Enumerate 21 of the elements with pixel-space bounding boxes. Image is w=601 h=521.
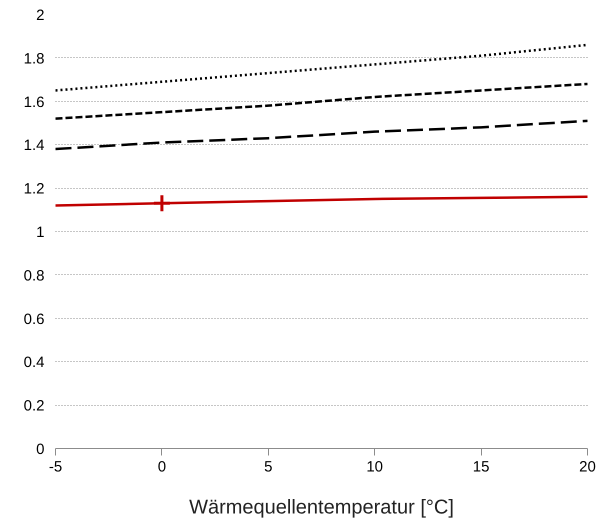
y-tick-label: 1.8 (24, 50, 45, 68)
y-tick-label: 1 (36, 224, 44, 241)
y-tick-label: 1.4 (24, 137, 45, 154)
line-series (56, 120, 588, 150)
y-tick-label: 1.6 (24, 94, 45, 111)
x-tick-label: 0 (158, 458, 166, 476)
y-tick-label: 0.4 (24, 354, 45, 372)
x-tick-label: -5 (48, 458, 62, 476)
x-tick-label: 15 (472, 458, 490, 476)
line-series (56, 82, 588, 120)
x-axis-title: Wärmequellentemperatur [°C] (189, 496, 454, 518)
y-tick-label: 0.2 (24, 398, 45, 415)
y-tick-label: 0.6 (24, 310, 45, 328)
y-tick-label: 0 (36, 441, 44, 458)
x-tick-label: 20 (579, 458, 596, 476)
y-tick-label: 2 (36, 7, 44, 24)
x-tick-label: 5 (264, 458, 272, 476)
x-tick-label: 10 (366, 458, 384, 476)
line-series (56, 44, 588, 92)
y-tick-label: 0.8 (24, 267, 45, 284)
y-tick-label: 1.2 (24, 180, 45, 198)
